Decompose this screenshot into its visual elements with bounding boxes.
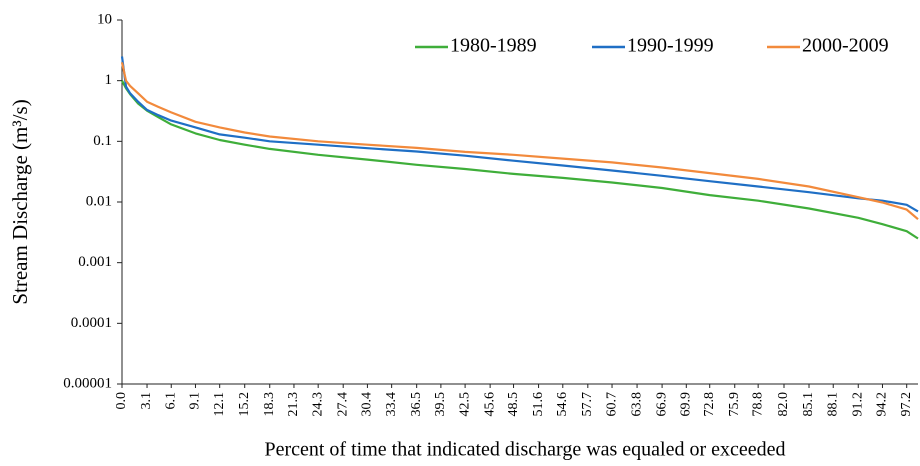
legend-label: 1980-1989: [450, 35, 537, 57]
x-tick-label: 42.5: [457, 392, 472, 417]
x-tick-label: 97.2: [899, 392, 914, 417]
x-tick-label: 78.8: [750, 392, 765, 417]
x-tick-label: 63.8: [629, 392, 644, 417]
x-tick-label: 88.1: [825, 392, 840, 417]
x-tick-label: 48.5: [506, 392, 521, 417]
series-line: [120, 62, 919, 221]
x-tick-label: 39.5: [433, 392, 448, 417]
x-tick-label: 69.9: [679, 392, 694, 417]
x-tick-label: 33.4: [384, 392, 399, 417]
y-axis-label: Stream Discharge (m³/s): [8, 99, 32, 304]
x-tick-label: 94.2: [875, 392, 890, 417]
legend-label: 1990-1999: [627, 35, 714, 57]
x-tick-label: 6.1: [163, 392, 178, 410]
x-tick-label: 66.9: [654, 392, 669, 417]
x-tick-label: 57.7: [580, 392, 595, 417]
series-line: [121, 80, 919, 240]
x-tick-label: 51.6: [531, 392, 546, 417]
y-tick-label: 0.01: [86, 193, 112, 209]
x-axis-label: Percent of time that indicated discharge…: [264, 439, 785, 461]
series-line: [120, 56, 919, 213]
x-tick-label: 45.6: [482, 392, 497, 417]
y-tick-label: 0.1: [93, 133, 112, 149]
x-tick-label: 3.1: [139, 392, 154, 410]
x-tick-label: 27.4: [335, 392, 350, 417]
y-tick-label: 1: [105, 72, 113, 88]
x-tick-label: 72.8: [702, 392, 717, 417]
x-tick-label: 12.1: [212, 392, 227, 417]
legend-label: 2000-2009: [802, 35, 889, 57]
x-tick-label: 0.0: [114, 392, 129, 410]
y-tick-label: 0.0001: [71, 315, 112, 331]
x-tick-label: 54.6: [555, 392, 570, 417]
x-tick-label: 18.3: [262, 392, 277, 417]
y-tick-label: 0.00001: [63, 375, 112, 391]
x-tick-label: 82.0: [776, 392, 791, 417]
x-tick-label: 60.7: [604, 392, 619, 417]
x-tick-label: 30.4: [360, 392, 375, 417]
x-tick-label: 75.9: [727, 392, 742, 417]
y-tick-label: 0.001: [78, 254, 112, 270]
x-tick-label: 21.3: [286, 392, 301, 417]
x-tick-label: 36.5: [409, 392, 424, 417]
x-tick-label: 91.2: [850, 392, 865, 417]
x-tick-label: 9.1: [188, 392, 203, 410]
x-tick-label: 24.3: [310, 392, 325, 417]
x-tick-label: 85.1: [801, 392, 816, 417]
x-tick-label: 15.2: [237, 392, 252, 417]
y-tick-label: 10: [97, 11, 112, 27]
